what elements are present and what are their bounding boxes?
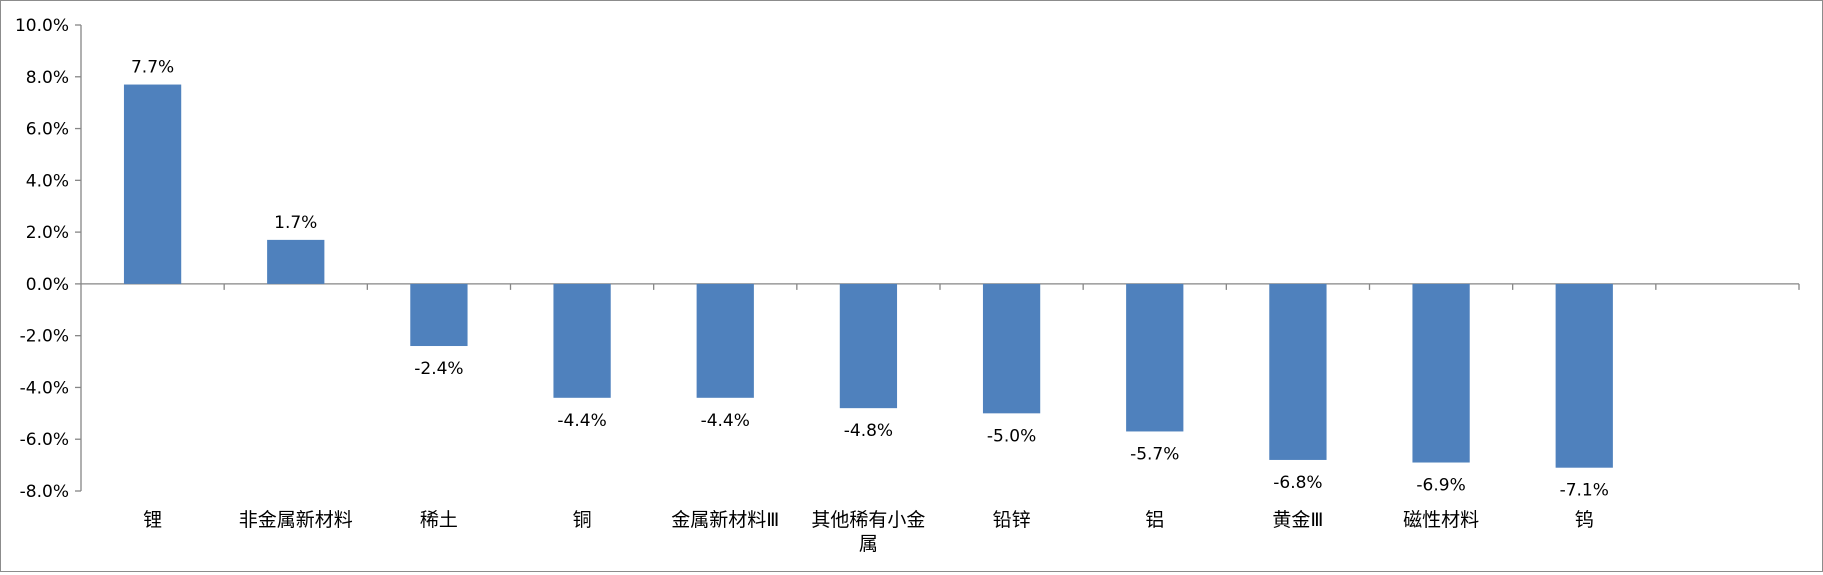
category-label: 磁性材料 <box>1403 509 1479 531</box>
y-tick-label: -2.0% <box>20 327 69 347</box>
bar <box>1555 283 1613 468</box>
category-labels: 锂 非金属新材料 稀土 铜 金属新材料Ⅲ 其他稀有小金属 铅锌 铝 黄金Ⅲ 磁性材料 钨 <box>143 509 1594 555</box>
y-tick-label: 6.0% <box>26 120 69 140</box>
bars <box>123 84 1613 468</box>
category-label: 锂 <box>143 509 162 531</box>
data-label: -5.7% <box>1130 444 1179 464</box>
bar <box>1269 283 1327 460</box>
category-label: 黄金Ⅲ <box>1272 509 1323 531</box>
y-tick-label: 2.0% <box>26 223 69 243</box>
y-tick-label: 4.0% <box>26 171 69 191</box>
data-label: -2.4% <box>414 359 463 379</box>
y-tick-label: -6.0% <box>20 430 69 450</box>
category-label: 铜 <box>573 509 592 531</box>
category-label: 铅锌 <box>993 509 1031 531</box>
bar <box>982 283 1041 414</box>
bar <box>839 283 898 409</box>
bar <box>1412 283 1470 463</box>
category-label: 稀土 <box>420 509 458 531</box>
category-label: 其他稀有小金属 <box>811 509 925 555</box>
data-label: -7.1% <box>1560 481 1609 501</box>
y-tick-label: -4.0% <box>20 378 69 398</box>
bar <box>267 239 325 284</box>
y-axis: 10.0% 8.0% 6.0% 4.0% 2.0% 0.0% -2.0% -4.0% -6.0%… <box>15 16 82 502</box>
data-label: -4.4% <box>701 411 750 431</box>
y-tick-label: 8.0% <box>26 68 69 88</box>
data-label: -4.4% <box>557 411 606 431</box>
category-label: 非金属新材料 <box>239 509 353 531</box>
bar <box>553 283 611 398</box>
y-tick-label: -8.0% <box>20 482 69 502</box>
bar <box>123 84 182 284</box>
bar <box>696 283 754 398</box>
category-label: 金属新材料Ⅲ <box>671 509 779 531</box>
data-label: -5.0% <box>987 426 1036 446</box>
category-label: 钨 <box>1575 509 1594 531</box>
y-tick-label: 10.0% <box>15 16 69 36</box>
data-label: -6.9% <box>1416 476 1465 496</box>
category-label: 铝 <box>1145 509 1164 531</box>
data-label: 7.7% <box>131 58 174 78</box>
data-label: 1.7% <box>274 213 317 233</box>
data-label: -6.8% <box>1273 473 1322 493</box>
data-label: -4.8% <box>844 421 893 441</box>
bar <box>410 283 468 347</box>
x-axis <box>81 283 1800 290</box>
value-labels: 7.7% 1.7% -2.4% -4.4% -4.4% -4.8% -5.0% -5.7% -6… <box>131 58 1609 501</box>
y-tick-label: 0.0% <box>26 275 69 295</box>
bar <box>1126 283 1184 432</box>
